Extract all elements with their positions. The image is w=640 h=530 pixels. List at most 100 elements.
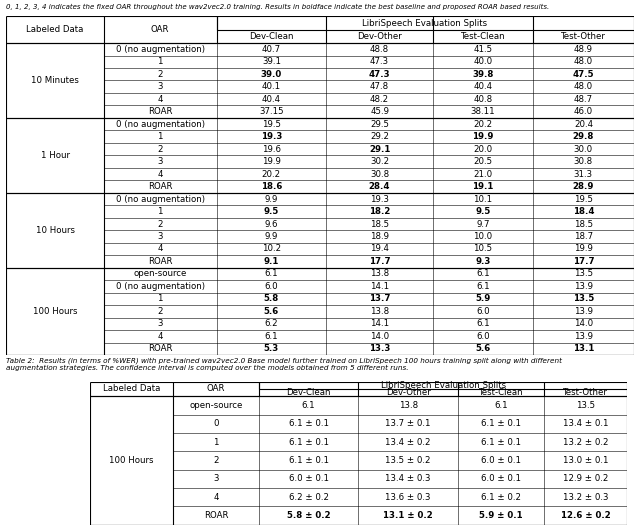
Text: 29.2: 29.2 — [370, 132, 389, 141]
Text: 19.9: 19.9 — [574, 244, 593, 253]
Text: 2: 2 — [157, 70, 163, 79]
Text: 3: 3 — [157, 232, 163, 241]
Text: 6.1 ± 0.1: 6.1 ± 0.1 — [289, 438, 329, 447]
Text: open-source: open-source — [189, 401, 243, 410]
Text: 13.4 ± 0.1: 13.4 ± 0.1 — [563, 419, 608, 428]
Text: 13.6 ± 0.3: 13.6 ± 0.3 — [385, 493, 431, 502]
Text: 100 Hours: 100 Hours — [33, 307, 77, 316]
Text: 13.1: 13.1 — [573, 344, 594, 354]
Text: 19.9: 19.9 — [472, 132, 493, 141]
Text: 48.7: 48.7 — [574, 95, 593, 104]
Text: 19.5: 19.5 — [574, 195, 593, 204]
Text: 39.1: 39.1 — [262, 57, 281, 66]
Text: 29.1: 29.1 — [369, 145, 390, 154]
Text: Dev-Clean: Dev-Clean — [249, 32, 294, 41]
Text: 40.0: 40.0 — [474, 57, 493, 66]
Text: 14.1: 14.1 — [370, 320, 389, 329]
Text: 6.2 ± 0.2: 6.2 ± 0.2 — [289, 493, 329, 502]
Text: 3: 3 — [157, 82, 163, 91]
Text: Dev-Clean: Dev-Clean — [287, 388, 331, 398]
Text: 9.1: 9.1 — [264, 257, 279, 266]
Text: 48.9: 48.9 — [574, 45, 593, 54]
Text: 4: 4 — [157, 170, 163, 179]
Text: 18.7: 18.7 — [574, 232, 593, 241]
Text: Test-Other: Test-Other — [563, 388, 608, 398]
Text: 17.7: 17.7 — [573, 257, 594, 266]
Text: Labeled Data: Labeled Data — [102, 384, 160, 393]
Text: Test-Clean: Test-Clean — [479, 388, 523, 398]
Text: 14.1: 14.1 — [370, 282, 389, 291]
Text: Test-Other: Test-Other — [561, 32, 606, 41]
Text: 4: 4 — [157, 244, 163, 253]
Text: 20.2: 20.2 — [474, 120, 493, 129]
Text: 9.5: 9.5 — [476, 207, 491, 216]
Text: 6.0 ± 0.1: 6.0 ± 0.1 — [481, 456, 521, 465]
Text: 5.3: 5.3 — [264, 344, 279, 354]
Text: 5.6: 5.6 — [264, 307, 279, 316]
Text: 38.11: 38.11 — [471, 107, 495, 116]
Text: 13.9: 13.9 — [574, 282, 593, 291]
Text: 5.8 ± 0.2: 5.8 ± 0.2 — [287, 511, 330, 520]
Text: 18.5: 18.5 — [574, 219, 593, 228]
Text: 40.4: 40.4 — [262, 95, 281, 104]
Text: 19.3: 19.3 — [370, 195, 389, 204]
Text: 28.4: 28.4 — [369, 182, 390, 191]
Text: 13.2 ± 0.3: 13.2 ± 0.3 — [563, 493, 608, 502]
Text: 40.7: 40.7 — [262, 45, 281, 54]
Text: 47.3: 47.3 — [370, 57, 389, 66]
Text: 18.5: 18.5 — [370, 219, 389, 228]
Text: 17.7: 17.7 — [369, 257, 390, 266]
Text: 5.9 ± 0.1: 5.9 ± 0.1 — [479, 511, 523, 520]
Text: 18.9: 18.9 — [370, 232, 389, 241]
Text: 0, 1, 2, 3, 4 indicates the fixed OAR throughout the wav2vec2.0 training. Result: 0, 1, 2, 3, 4 indicates the fixed OAR th… — [6, 4, 550, 10]
Text: 100 Hours: 100 Hours — [109, 456, 154, 465]
Text: 13.4 ± 0.2: 13.4 ± 0.2 — [385, 438, 431, 447]
Text: 0: 0 — [213, 419, 219, 428]
Text: Labeled Data: Labeled Data — [26, 25, 84, 34]
Text: 10.0: 10.0 — [474, 232, 493, 241]
Text: 13.0 ± 0.1: 13.0 ± 0.1 — [563, 456, 608, 465]
Text: 13.9: 13.9 — [574, 307, 593, 316]
Text: 39.8: 39.8 — [472, 70, 493, 79]
Text: 18.4: 18.4 — [573, 207, 594, 216]
Text: 39.0: 39.0 — [260, 70, 282, 79]
Text: 18.6: 18.6 — [260, 182, 282, 191]
Text: 9.6: 9.6 — [265, 219, 278, 228]
Text: 2: 2 — [213, 456, 219, 465]
Text: 28.9: 28.9 — [573, 182, 594, 191]
Text: 40.1: 40.1 — [262, 82, 281, 91]
Text: 20.5: 20.5 — [474, 157, 493, 166]
Text: 13.1 ± 0.2: 13.1 ± 0.2 — [383, 511, 433, 520]
Text: 10.5: 10.5 — [474, 244, 493, 253]
Text: Dev-Other: Dev-Other — [386, 388, 431, 398]
Text: Test-Clean: Test-Clean — [461, 32, 506, 41]
Text: 6.1: 6.1 — [264, 269, 278, 278]
Text: 0 (no augmentation): 0 (no augmentation) — [116, 120, 205, 129]
Text: 48.8: 48.8 — [370, 45, 389, 54]
Text: 6.0: 6.0 — [476, 332, 490, 341]
Text: 3: 3 — [157, 320, 163, 329]
Text: 20.0: 20.0 — [474, 145, 493, 154]
Text: 47.5: 47.5 — [573, 70, 594, 79]
Text: 6.1 ± 0.1: 6.1 ± 0.1 — [289, 419, 329, 428]
Text: ROAR: ROAR — [148, 344, 172, 354]
Text: 6.0: 6.0 — [476, 307, 490, 316]
Text: 21.0: 21.0 — [474, 170, 493, 179]
Text: 0 (no augmentation): 0 (no augmentation) — [116, 45, 205, 54]
Text: 19.3: 19.3 — [260, 132, 282, 141]
Text: Table 2:  Results (in terms of %WER) with pre-trained wav2vec2.0 Base model furt: Table 2: Results (in terms of %WER) with… — [6, 358, 563, 372]
Text: 6.1: 6.1 — [476, 320, 490, 329]
Text: 48.0: 48.0 — [574, 82, 593, 91]
Text: 9.5: 9.5 — [264, 207, 279, 216]
Text: 4: 4 — [157, 332, 163, 341]
Text: 40.4: 40.4 — [474, 82, 493, 91]
Text: 1: 1 — [157, 207, 163, 216]
Text: 31.3: 31.3 — [574, 170, 593, 179]
Text: 6.1: 6.1 — [476, 269, 490, 278]
Text: 10 Hours: 10 Hours — [35, 226, 74, 235]
Text: 13.5: 13.5 — [574, 269, 593, 278]
Text: 6.1 ± 0.1: 6.1 ± 0.1 — [289, 456, 329, 465]
Text: open-source: open-source — [133, 269, 187, 278]
Text: 6.2: 6.2 — [264, 320, 278, 329]
Text: 2: 2 — [157, 219, 163, 228]
